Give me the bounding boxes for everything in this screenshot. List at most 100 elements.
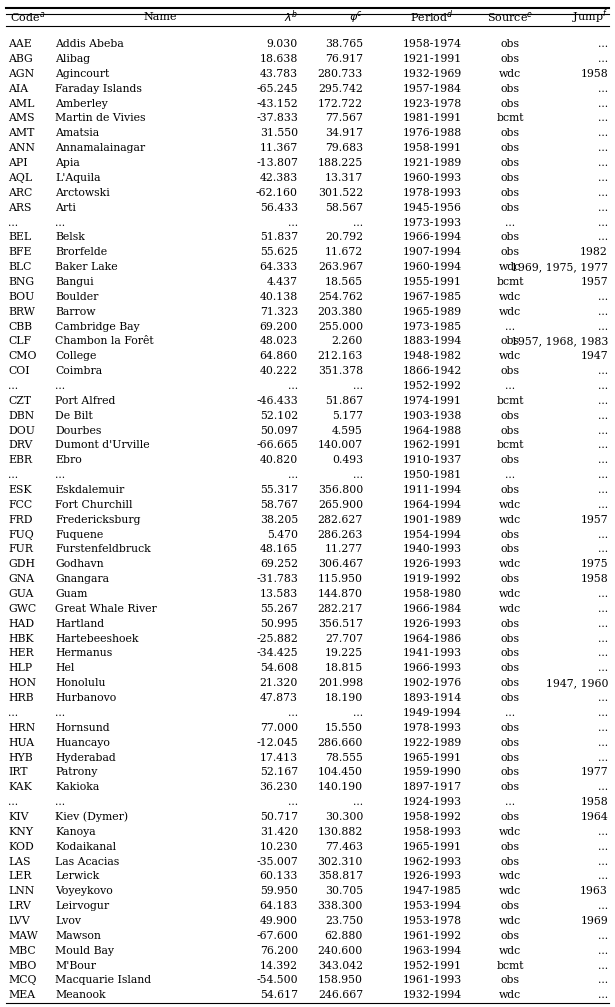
Text: 301.522: 301.522: [318, 187, 363, 197]
Text: ...: ...: [598, 842, 608, 852]
Text: 1945-1956: 1945-1956: [402, 202, 461, 212]
Text: 62.880: 62.880: [325, 930, 363, 941]
Text: 13.583: 13.583: [260, 589, 298, 599]
Text: FCC: FCC: [8, 499, 32, 510]
Text: 64.333: 64.333: [260, 262, 298, 272]
Text: ...: ...: [505, 798, 515, 808]
Text: -25.882: -25.882: [256, 633, 298, 643]
Text: obs: obs: [501, 99, 520, 109]
Text: bcmt: bcmt: [496, 114, 524, 124]
Text: Annamalainagar: Annamalainagar: [55, 143, 145, 153]
Text: wdc: wdc: [499, 886, 521, 896]
Text: 343.042: 343.042: [318, 961, 363, 971]
Text: 356.517: 356.517: [318, 618, 363, 628]
Text: 1966-1984: 1966-1984: [402, 604, 462, 614]
Text: wdc: wdc: [499, 827, 521, 837]
Text: 1978-1993: 1978-1993: [402, 723, 462, 733]
Text: Kiev (Dymer): Kiev (Dymer): [55, 812, 128, 823]
Text: 1969: 1969: [580, 916, 608, 926]
Text: Code$^a$: Code$^a$: [10, 10, 46, 24]
Text: 201.998: 201.998: [318, 679, 363, 688]
Text: Las Acacias: Las Acacias: [55, 857, 119, 867]
Text: 47.873: 47.873: [260, 693, 298, 703]
Text: 64.860: 64.860: [260, 351, 298, 362]
Text: obs: obs: [501, 752, 520, 762]
Text: 17.413: 17.413: [260, 752, 298, 762]
Text: -31.783: -31.783: [256, 574, 298, 584]
Text: 13.317: 13.317: [325, 173, 363, 183]
Text: Barrow: Barrow: [55, 307, 95, 316]
Text: 77.000: 77.000: [260, 723, 298, 733]
Text: CZT: CZT: [8, 396, 31, 406]
Text: ...: ...: [353, 381, 363, 391]
Text: Honolulu: Honolulu: [55, 679, 106, 688]
Text: ...: ...: [598, 396, 608, 406]
Text: obs: obs: [501, 976, 520, 986]
Text: -35.007: -35.007: [256, 857, 298, 867]
Text: Jump$^f$: Jump$^f$: [572, 8, 608, 26]
Text: 30.705: 30.705: [325, 886, 363, 896]
Text: LAS: LAS: [8, 857, 31, 867]
Text: wdc: wdc: [499, 499, 521, 510]
Text: GWC: GWC: [8, 604, 36, 614]
Text: 15.550: 15.550: [325, 723, 363, 733]
Text: Period$^d$: Period$^d$: [410, 9, 454, 25]
Text: Name: Name: [143, 12, 177, 22]
Text: IRT: IRT: [8, 767, 28, 777]
Text: AMS: AMS: [8, 114, 34, 124]
Text: FRD: FRD: [8, 515, 33, 525]
Text: Furstenfeldbruck: Furstenfeldbruck: [55, 545, 151, 555]
Text: HRN: HRN: [8, 723, 35, 733]
Text: BOU: BOU: [8, 292, 34, 302]
Text: 1932-1969: 1932-1969: [402, 68, 462, 79]
Text: 1963: 1963: [580, 886, 608, 896]
Text: ...: ...: [353, 218, 363, 228]
Text: MBC: MBC: [8, 946, 36, 956]
Text: 1966-1994: 1966-1994: [402, 233, 462, 243]
Text: HUA: HUA: [8, 738, 34, 747]
Text: wdc: wdc: [499, 262, 521, 272]
Text: ARS: ARS: [8, 202, 31, 212]
Text: obs: obs: [501, 202, 520, 212]
Text: 1957: 1957: [581, 515, 608, 525]
Text: 1962-1991: 1962-1991: [402, 440, 462, 450]
Text: wdc: wdc: [499, 946, 521, 956]
Text: 52.102: 52.102: [260, 411, 298, 421]
Text: AQL: AQL: [8, 173, 32, 183]
Text: 1926-1993: 1926-1993: [402, 618, 462, 628]
Text: 1961-1992: 1961-1992: [402, 930, 462, 941]
Text: Fort Churchill: Fort Churchill: [55, 499, 132, 510]
Text: 140.190: 140.190: [318, 782, 363, 793]
Text: LRV: LRV: [8, 901, 31, 911]
Text: Cambridge Bay: Cambridge Bay: [55, 321, 140, 331]
Text: Hartland: Hartland: [55, 618, 104, 628]
Text: Addis Abeba: Addis Abeba: [55, 39, 124, 49]
Text: ...: ...: [55, 218, 65, 228]
Text: 1957: 1957: [581, 277, 608, 287]
Text: bcmt: bcmt: [496, 440, 524, 450]
Text: Hornsund: Hornsund: [55, 723, 109, 733]
Text: obs: obs: [501, 143, 520, 153]
Text: 1960-1993: 1960-1993: [402, 173, 462, 183]
Text: Leirvogur: Leirvogur: [55, 901, 109, 911]
Text: ...: ...: [598, 173, 608, 183]
Text: 1940-1993: 1940-1993: [402, 545, 462, 555]
Text: 2.260: 2.260: [331, 336, 363, 346]
Text: Great Whale River: Great Whale River: [55, 604, 157, 614]
Text: ...: ...: [598, 321, 608, 331]
Text: 265.900: 265.900: [318, 499, 363, 510]
Text: obs: obs: [501, 173, 520, 183]
Text: HON: HON: [8, 679, 36, 688]
Text: 1958-1992: 1958-1992: [402, 812, 462, 822]
Text: obs: obs: [501, 455, 520, 465]
Text: ...: ...: [598, 158, 608, 168]
Text: ...: ...: [598, 202, 608, 212]
Text: ...: ...: [598, 218, 608, 228]
Text: AAE: AAE: [8, 39, 32, 49]
Text: GNA: GNA: [8, 574, 34, 584]
Text: HRB: HRB: [8, 693, 33, 703]
Text: 140.007: 140.007: [318, 440, 363, 450]
Text: KAK: KAK: [8, 782, 32, 793]
Text: wdc: wdc: [499, 916, 521, 926]
Text: BLC: BLC: [8, 262, 31, 272]
